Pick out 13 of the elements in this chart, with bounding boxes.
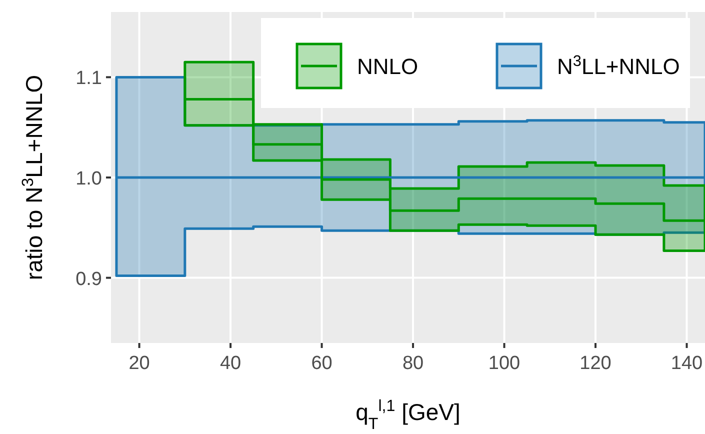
legend-label: NNLO (357, 54, 418, 79)
x-axis-title: q$_{T}$$^{l,1}$ [GeV] (356, 397, 460, 433)
x-tick-label: 40 (220, 353, 242, 374)
x-tick-label: 140 (670, 353, 703, 374)
x-tick-label: 100 (488, 353, 520, 374)
y-tick-label: 0.9 (76, 268, 102, 290)
x-tick-label: 120 (580, 353, 612, 374)
y-tick-label: 1.1 (76, 68, 102, 90)
x-tick-label: 60 (311, 353, 332, 374)
x-tick-label: 20 (128, 353, 150, 374)
y-tick-label: 1.0 (76, 168, 102, 190)
x-tick-label: 80 (402, 353, 424, 374)
legend-label: N$^{3}$LL+NNLO (557, 52, 680, 79)
